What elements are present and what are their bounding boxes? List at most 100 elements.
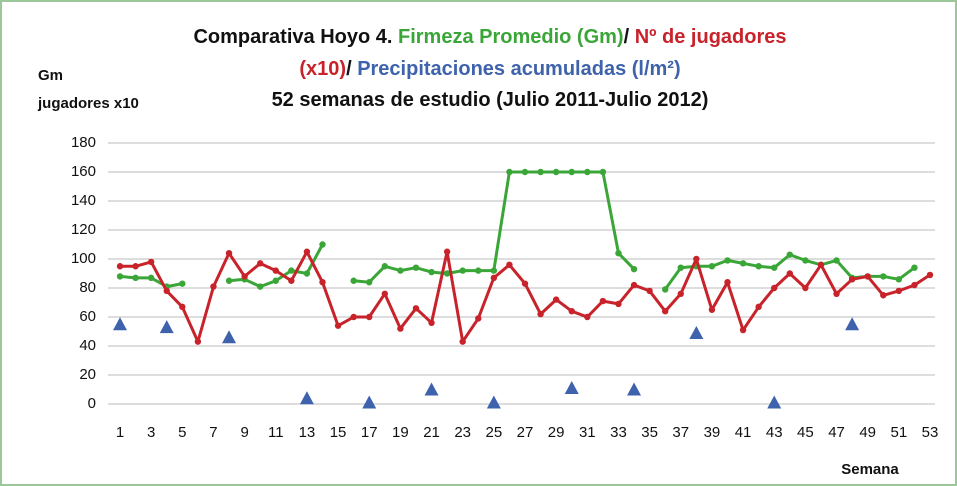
data-point [537,168,544,176]
data-point [615,300,622,308]
data-point [362,395,377,409]
data-point [771,284,778,292]
data-point [256,260,264,267]
data-point [755,303,762,311]
title-segment: (x10) [299,58,346,80]
data-point [568,308,575,315]
data-point [911,264,918,271]
data-point [459,267,466,274]
data-point [303,270,311,277]
x-tick-label: 33 [610,424,627,441]
data-point [677,264,684,271]
x-tick-label: 23 [454,424,471,441]
data-point [802,257,809,264]
data-point [163,287,170,295]
data-point [113,317,127,331]
y-tick-label: 140 [71,192,96,209]
data-point [845,317,860,331]
data-point [194,338,202,345]
data-point [599,168,607,176]
data-point [424,382,439,396]
data-point [627,382,642,396]
data-point [428,268,435,276]
chart-title: 52 semanas de estudio (Julio 2011-Julio … [272,89,709,111]
y-tick-label: 160 [71,163,96,180]
data-point [459,338,466,345]
data-point [568,168,575,176]
data-point [381,290,389,297]
x-label: Semana [841,461,899,478]
x-tick-label: 37 [672,424,689,441]
y-tick-label: 100 [71,250,96,267]
data-point [132,263,139,270]
data-point [443,270,451,277]
data-point [116,273,124,280]
data-point [132,274,139,282]
data-point [895,287,903,295]
data-point [506,261,513,268]
data-point [288,277,295,284]
data-point [802,284,809,292]
data-point [786,251,794,258]
data-point [599,297,607,305]
data-point [911,281,918,289]
x-tick-label: 25 [486,424,503,441]
data-point [833,290,840,297]
y-tick-label: 80 [79,279,96,296]
data-point [443,248,451,255]
title-segment: Comparativa Hoyo 4. [193,26,398,48]
data-point [895,276,903,283]
data-point [521,168,529,176]
data-point [552,296,560,303]
x-tick-label: 21 [423,424,440,441]
y-tick-label: 60 [79,308,96,325]
titles: Comparativa Hoyo 4. Firmeza Promedio (Gm… [193,26,786,111]
y-tick-label: 180 [71,134,96,151]
data-point [147,274,155,282]
x-tick-label: 5 [178,424,186,441]
x-tick-label: 9 [240,424,248,441]
data-point [880,292,887,299]
data-point [366,279,373,286]
x-tick-label: 13 [299,424,316,441]
data-point [272,277,279,284]
title-segment: Precipitaciones acumuladas (l/m²) [357,58,680,80]
x-tick-label: 35 [641,424,658,441]
title-segment: 52 semanas de estudio (Julio 2011-Julio … [272,89,709,111]
data-point [397,325,404,332]
x-tick-label: 45 [797,424,814,441]
x-tick-label: 17 [361,424,378,441]
y-tick-label: 0 [88,395,96,412]
data-point [880,273,887,280]
data-point [272,267,279,274]
x-tick-label: 47 [828,424,845,441]
x-tick-label: 51 [891,424,908,441]
data-point [225,250,233,257]
data-point [350,277,357,284]
data-point [786,270,794,277]
data-point [225,277,233,284]
x-tick-label: 53 [922,424,939,441]
x-tick-label: 1 [116,424,124,441]
data-point [693,255,700,263]
data-point [428,319,435,326]
x-tick-label: 19 [392,424,409,441]
data-point [739,326,747,334]
title-segment: / [346,58,357,80]
data-point [319,241,326,248]
data-point [615,250,622,257]
data-point [767,395,782,409]
data-point [412,264,420,271]
y-label: jugadores x10 [37,95,139,112]
data-point [366,313,373,321]
data-point [506,168,513,176]
title-segment: Nº de jugadores [635,26,787,48]
data-point [299,391,314,405]
data-point [334,322,342,329]
data-point [303,248,311,255]
data-point [486,395,501,409]
x-tick-label: 39 [704,424,721,441]
data-point [116,263,124,270]
y-tick-label: 40 [79,337,96,354]
data-point [630,265,638,273]
